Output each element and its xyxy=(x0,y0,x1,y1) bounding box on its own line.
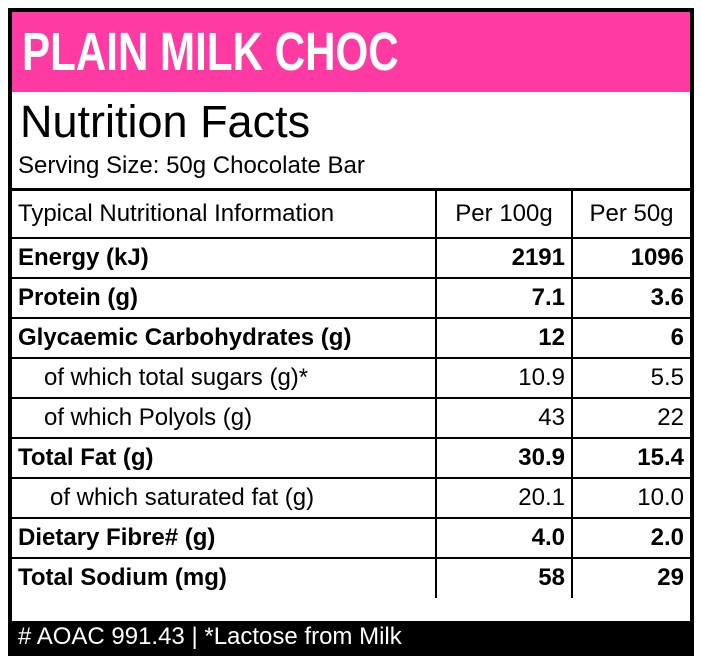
value-per-50g: 10.0 xyxy=(571,476,690,518)
column-header-per-100g: Per 100g xyxy=(435,188,572,238)
value-per-100g: 2191 xyxy=(435,236,572,278)
value-per-50g: 15.4 xyxy=(571,436,690,478)
table-row: Dietary Fibre# (g) 4.0 2.0 xyxy=(12,516,690,558)
footnote: # AOAC 991.43 | *Lactose from Milk xyxy=(18,623,402,650)
column-header-nutrient: Typical Nutritional Information xyxy=(12,188,436,238)
value-per-50g: 3.6 xyxy=(571,276,690,318)
product-name: PLAIN MILK CHOC xyxy=(22,22,399,82)
serving-size: Serving Size: 50g Chocolate Bar xyxy=(18,152,365,179)
table-row: Total Sodium (mg) 58 29 xyxy=(12,556,690,598)
table-row: Total Fat (g) 30.9 15.4 xyxy=(12,436,690,478)
value-per-50g: 29 xyxy=(571,556,690,598)
table-row: of which total sugars (g)* 10.9 5.5 xyxy=(12,356,690,398)
value-per-100g: 4.0 xyxy=(435,516,572,558)
value-per-50g: 22 xyxy=(571,396,690,438)
column-header-per-50g: Per 50g xyxy=(571,188,690,238)
nutrient-label: of which saturated fat (g) xyxy=(12,476,436,518)
value-per-100g: 10.9 xyxy=(435,356,572,398)
value-per-100g: 43 xyxy=(435,396,572,438)
value-per-50g: 2.0 xyxy=(571,516,690,558)
value-per-100g: 58 xyxy=(435,556,572,598)
nutrition-panel: Nutrition Facts Serving Size: 50g Chocol… xyxy=(12,92,690,621)
table-row: of which Polyols (g) 43 22 xyxy=(12,396,690,438)
nutrient-label: Dietary Fibre# (g) xyxy=(12,516,436,558)
value-per-100g: 30.9 xyxy=(435,436,572,478)
table-row: Energy (kJ) 2191 1096 xyxy=(12,236,690,278)
value-per-100g: 7.1 xyxy=(435,276,572,318)
product-banner: PLAIN MILK CHOC xyxy=(12,12,690,92)
nutrient-label: of which total sugars (g)* xyxy=(12,356,436,398)
value-per-100g: 12 xyxy=(435,316,572,358)
table-header-row: Typical Nutritional Information Per 100g… xyxy=(12,188,690,238)
nutrient-label: Glycaemic Carbohydrates (g) xyxy=(12,316,436,358)
nutrient-label: Energy (kJ) xyxy=(12,236,436,278)
nutrition-label: PLAIN MILK CHOC Nutrition Facts Serving … xyxy=(8,8,694,656)
table-row: Glycaemic Carbohydrates (g) 12 6 xyxy=(12,316,690,358)
nutrient-label: Total Sodium (mg) xyxy=(12,556,436,598)
table-row: of which saturated fat (g) 20.1 10.0 xyxy=(12,476,690,518)
table-row: Protein (g) 7.1 3.6 xyxy=(12,276,690,318)
value-per-50g: 5.5 xyxy=(571,356,690,398)
nutrient-label: of which Polyols (g) xyxy=(12,396,436,438)
value-per-50g: 1096 xyxy=(571,236,690,278)
nutrition-table: Typical Nutritional Information Per 100g… xyxy=(12,188,690,598)
nutrient-label: Protein (g) xyxy=(12,276,436,318)
nutrition-facts-title: Nutrition Facts xyxy=(20,96,311,147)
nutrient-label: Total Fat (g) xyxy=(12,436,436,478)
value-per-100g: 20.1 xyxy=(435,476,572,518)
value-per-50g: 6 xyxy=(571,316,690,358)
